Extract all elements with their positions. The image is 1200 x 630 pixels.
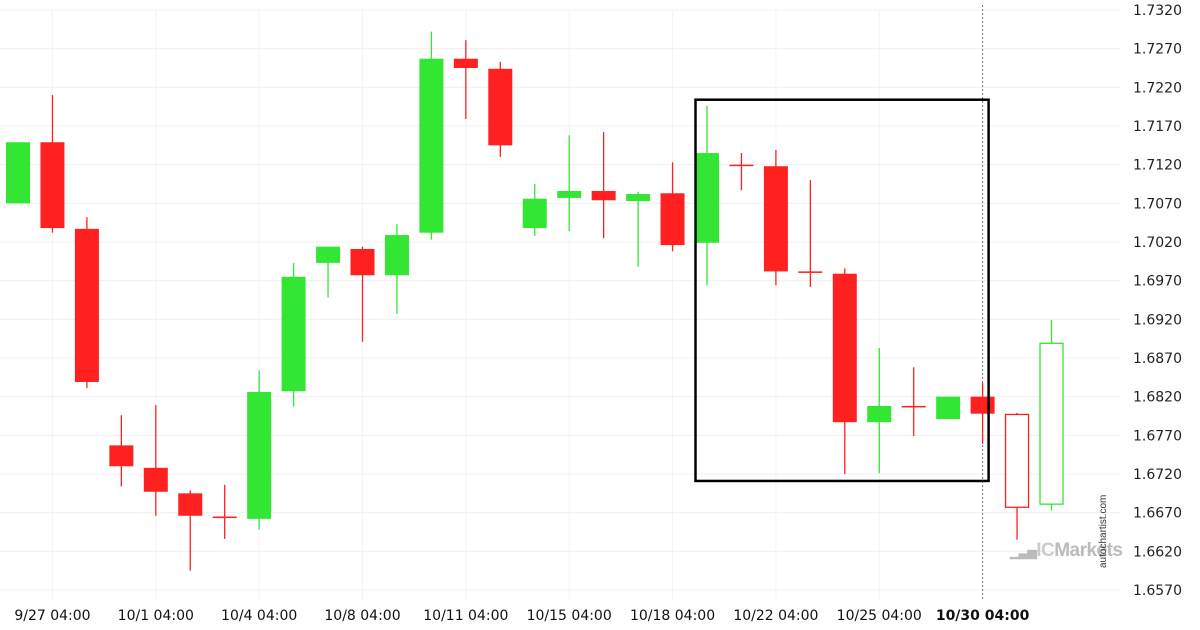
- y-tick-label: 1.7270: [1133, 42, 1182, 58]
- candle-body: [522, 198, 547, 229]
- candle-body: [281, 276, 306, 392]
- y-tick-label: 1.6820: [1133, 390, 1182, 406]
- y-tick-label: 1.7070: [1133, 196, 1182, 212]
- y-tick-label: 1.6620: [1133, 544, 1182, 560]
- y-tick-label: 1.7220: [1133, 80, 1182, 96]
- candle-body: [488, 68, 513, 146]
- pattern-box: [694, 98, 990, 483]
- candle-body: [1039, 342, 1064, 505]
- y-tick-label: 1.6970: [1133, 274, 1182, 290]
- x-tick-label: 10/30 04:00: [936, 608, 1030, 624]
- candle-body: [660, 193, 685, 246]
- candle-body: [798, 271, 823, 273]
- candle-body: [453, 58, 478, 68]
- candle-body: [6, 142, 30, 204]
- candle-body: [212, 516, 237, 519]
- x-tick-label: 10/22 04:00: [733, 608, 818, 624]
- candle-body: [936, 396, 961, 420]
- candle-body: [178, 493, 203, 516]
- icmarkets-logo: ▁▃▅ICMarkets: [1010, 540, 1123, 561]
- x-tick-label: 10/18 04:00: [630, 608, 715, 624]
- candle-body: [316, 246, 341, 263]
- y-tick-label: 1.6920: [1133, 312, 1182, 328]
- candle-body: [832, 273, 857, 423]
- autochartist-watermark: autochartist.com: [1098, 494, 1109, 568]
- candle-body: [901, 405, 926, 408]
- y-tick-label: 1.6770: [1133, 428, 1182, 444]
- y-tick-label: 1.6720: [1133, 467, 1182, 483]
- candle-body: [729, 164, 754, 167]
- candle-body: [763, 166, 788, 272]
- candle-body: [419, 58, 444, 233]
- candle-body: [867, 405, 892, 423]
- logo-bars-icon: ▁▃▅: [1010, 545, 1037, 559]
- candle-body: [970, 396, 995, 414]
- y-tick-label: 1.6870: [1133, 351, 1182, 367]
- y-tick-label: 1.6670: [1133, 506, 1182, 522]
- y-tick-label: 1.7120: [1133, 158, 1182, 174]
- x-tick-label: 10/1 04:00: [118, 608, 194, 624]
- x-tick-label: 10/11 04:00: [423, 608, 508, 624]
- candle-body: [74, 228, 99, 382]
- y-tick-label: 1.7020: [1133, 235, 1182, 251]
- candle-body: [350, 248, 375, 276]
- y-tick-label: 1.7170: [1133, 119, 1182, 135]
- x-tick-label: 10/4 04:00: [221, 608, 297, 624]
- candle-body: [109, 445, 134, 467]
- candle-body: [557, 190, 582, 198]
- x-tick-label: 10/8 04:00: [324, 608, 400, 624]
- y-tick-label: 1.6570: [1133, 583, 1182, 599]
- x-tick-label: 10/25 04:00: [837, 608, 922, 624]
- candle-body: [143, 467, 168, 492]
- x-tick-label: 10/15 04:00: [527, 608, 612, 624]
- candle-body: [591, 190, 616, 201]
- candle-body: [1004, 413, 1030, 508]
- candle-body: [626, 194, 651, 202]
- y-tick-label: 1.7320: [1133, 3, 1182, 19]
- x-tick-label: 9/27 04:00: [14, 608, 90, 624]
- candle-body: [384, 235, 409, 276]
- candle-body: [40, 142, 65, 229]
- candle-body: [695, 153, 719, 243]
- candle-body: [247, 392, 272, 519]
